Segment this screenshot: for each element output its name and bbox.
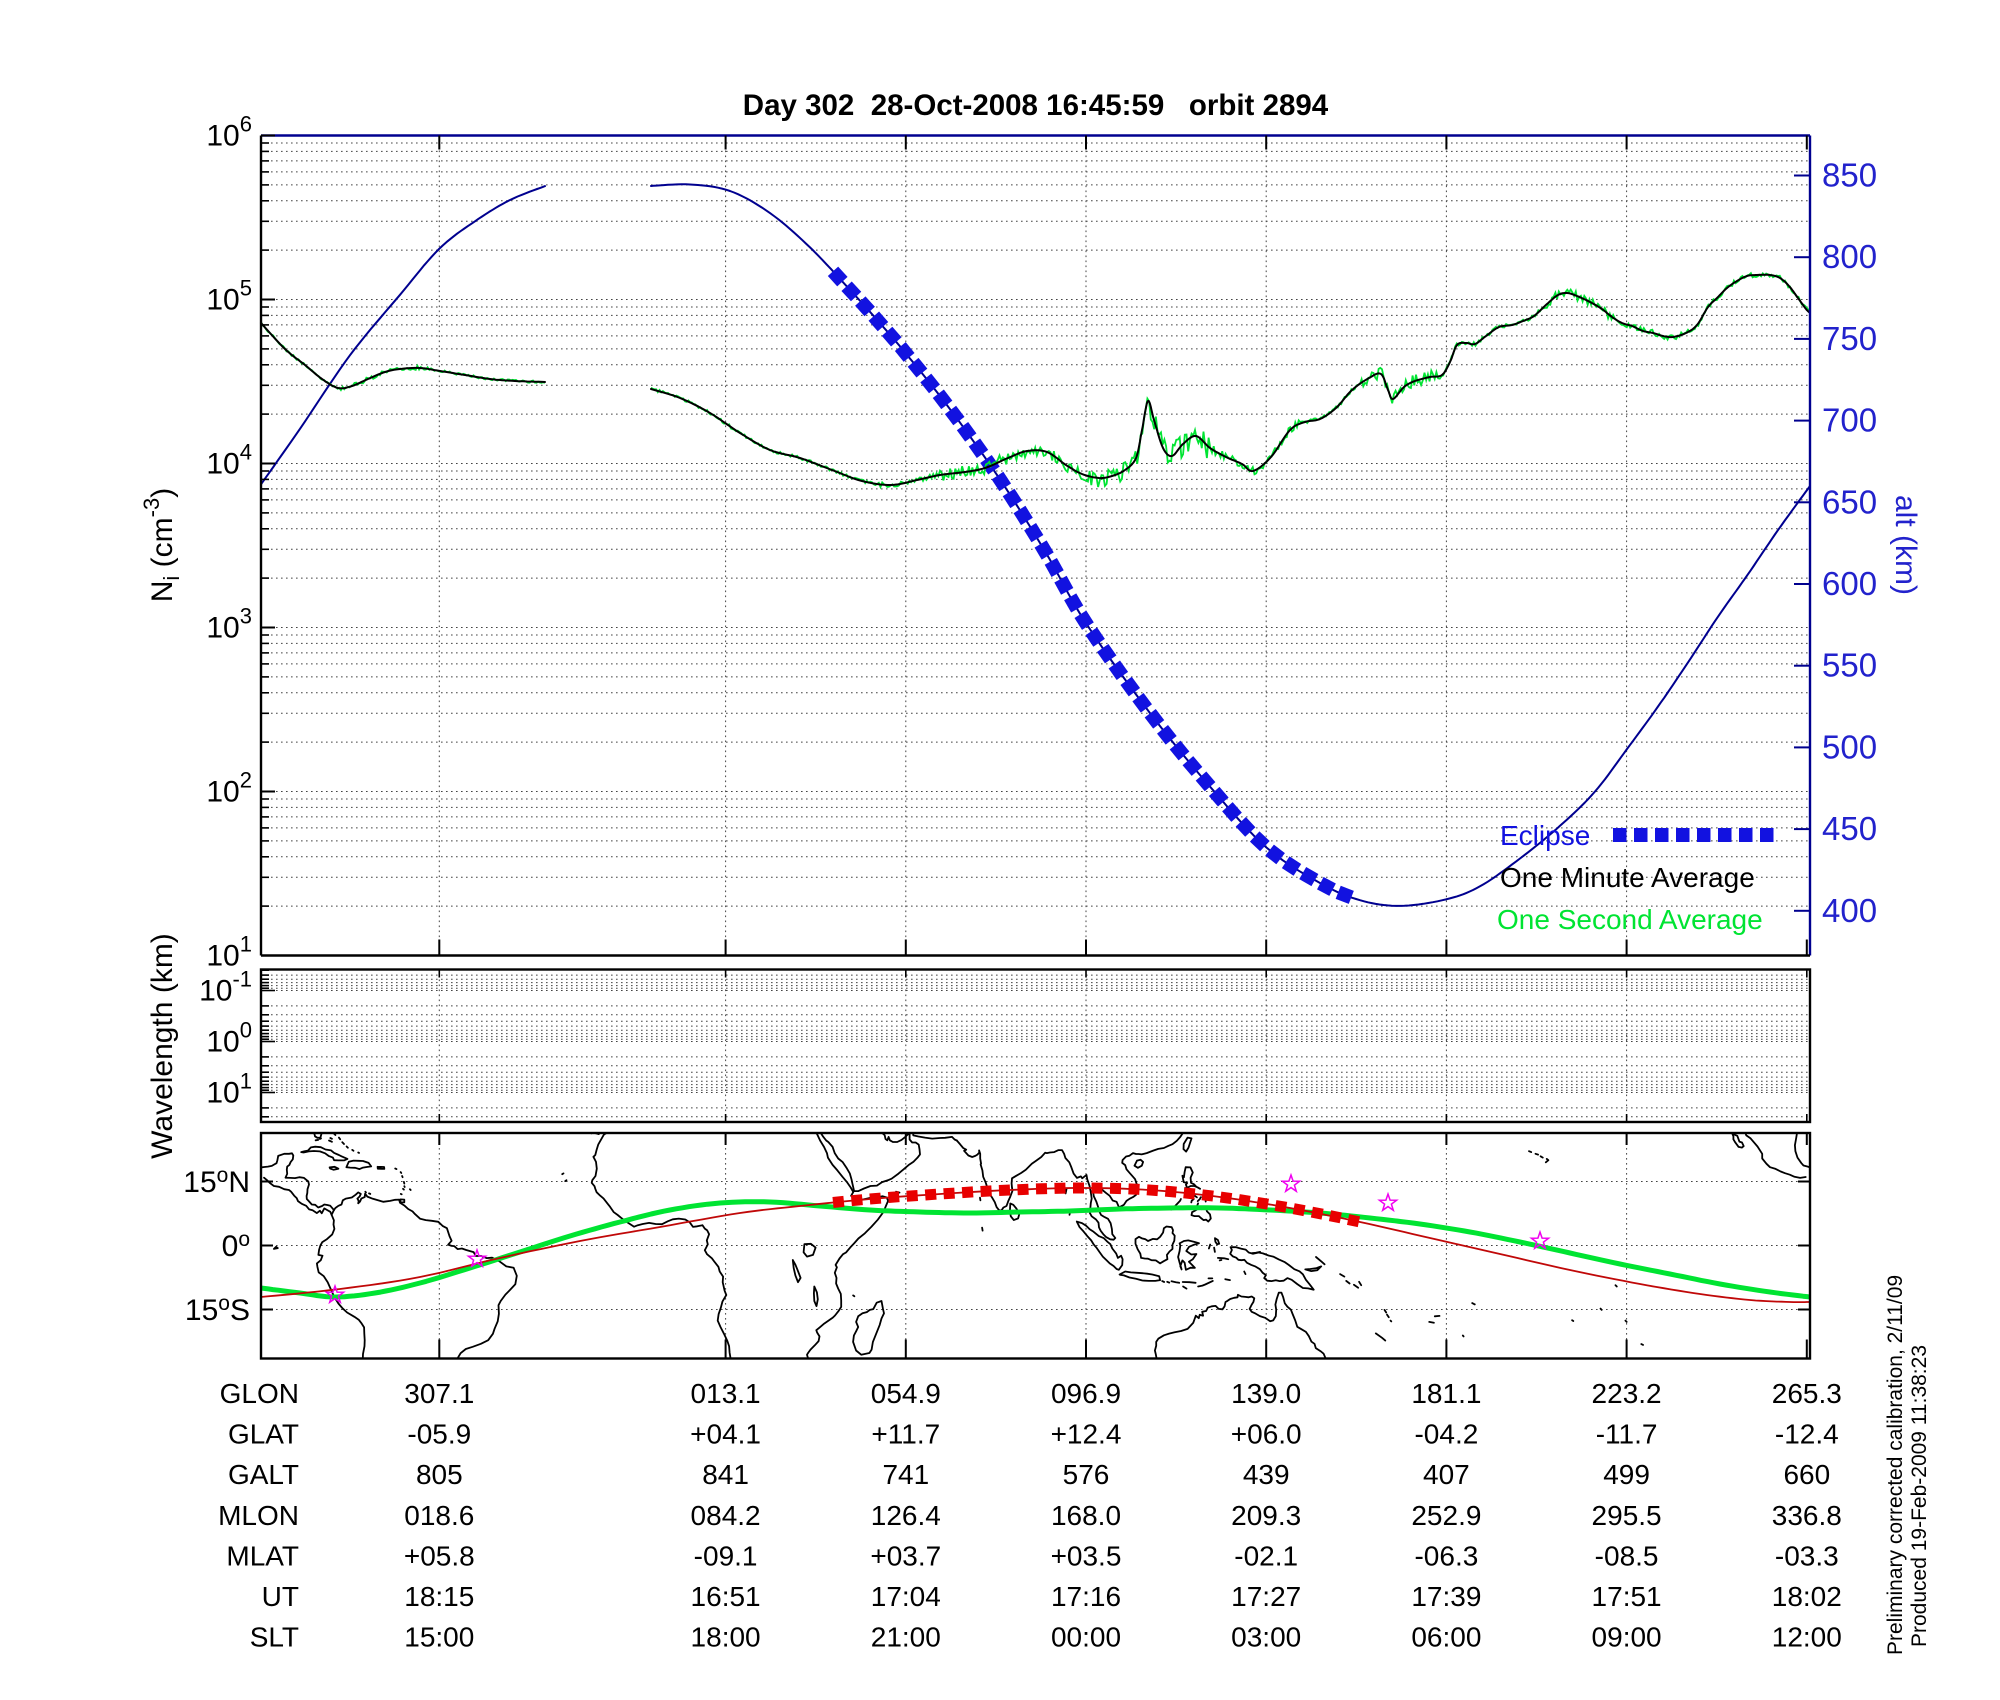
svg-text:223.2: 223.2 bbox=[1592, 1378, 1662, 1409]
svg-text:Ni (cm-3): Ni (cm-3) bbox=[139, 488, 184, 602]
svg-text:660: 660 bbox=[1783, 1459, 1830, 1490]
svg-text:499: 499 bbox=[1603, 1459, 1650, 1490]
svg-text:168.0: 168.0 bbox=[1051, 1500, 1121, 1531]
svg-text:21:00: 21:00 bbox=[871, 1622, 941, 1653]
svg-text:252.9: 252.9 bbox=[1411, 1500, 1481, 1531]
svg-text:17:51: 17:51 bbox=[1592, 1581, 1662, 1612]
svg-text:15oN: 15oN bbox=[183, 1164, 250, 1199]
svg-text:Day 302 28-Oct-2008 16:45:59: Day 302 28-Oct-2008 16:45:59 orbit 2894 bbox=[743, 89, 1329, 122]
svg-text:700: 700 bbox=[1822, 402, 1877, 439]
svg-text:15:00: 15:00 bbox=[404, 1622, 474, 1653]
svg-text:-09.1: -09.1 bbox=[694, 1540, 758, 1571]
svg-text:17:39: 17:39 bbox=[1411, 1581, 1481, 1612]
svg-text:-11.7: -11.7 bbox=[1596, 1419, 1658, 1450]
svg-text:SLT: SLT bbox=[250, 1622, 299, 1653]
svg-text:Wavelength (km): Wavelength (km) bbox=[146, 933, 179, 1159]
svg-text:16:51: 16:51 bbox=[691, 1581, 761, 1612]
svg-text:alt (km): alt (km) bbox=[1889, 495, 1922, 595]
svg-text:03:00: 03:00 bbox=[1231, 1622, 1301, 1653]
svg-text:407: 407 bbox=[1423, 1459, 1470, 1490]
svg-text:750: 750 bbox=[1822, 320, 1877, 357]
svg-text:+04.1: +04.1 bbox=[690, 1419, 761, 1450]
svg-text:MLON: MLON bbox=[218, 1500, 299, 1531]
svg-text:-04.2: -04.2 bbox=[1414, 1419, 1478, 1450]
svg-text:013.1: 013.1 bbox=[691, 1378, 761, 1409]
svg-text:741: 741 bbox=[882, 1459, 929, 1490]
svg-text:-12.4: -12.4 bbox=[1775, 1419, 1839, 1450]
svg-text:GLON: GLON bbox=[220, 1378, 299, 1409]
svg-text:MLAT: MLAT bbox=[226, 1540, 299, 1571]
svg-text:00:00: 00:00 bbox=[1051, 1622, 1121, 1653]
svg-text:-06.3: -06.3 bbox=[1414, 1540, 1478, 1571]
svg-text:400: 400 bbox=[1822, 892, 1877, 929]
svg-text:-03.3: -03.3 bbox=[1775, 1540, 1839, 1571]
svg-text:600: 600 bbox=[1822, 565, 1877, 602]
svg-text:09:00: 09:00 bbox=[1592, 1622, 1662, 1653]
svg-text:+03.7: +03.7 bbox=[870, 1540, 941, 1571]
svg-text:139.0: 139.0 bbox=[1231, 1378, 1301, 1409]
svg-text:576: 576 bbox=[1063, 1459, 1110, 1490]
svg-text:One Second Average: One Second Average bbox=[1497, 904, 1763, 935]
svg-text:One Minute Average: One Minute Average bbox=[1500, 862, 1755, 893]
svg-text:841: 841 bbox=[702, 1459, 749, 1490]
svg-text:850: 850 bbox=[1822, 157, 1877, 194]
svg-text:Eclipse: Eclipse bbox=[1500, 820, 1590, 851]
svg-text:18:15: 18:15 bbox=[404, 1581, 474, 1612]
svg-text:-08.5: -08.5 bbox=[1595, 1540, 1659, 1571]
svg-text:+03.5: +03.5 bbox=[1051, 1540, 1122, 1571]
svg-text:336.8: 336.8 bbox=[1772, 1500, 1842, 1531]
svg-text:12:00: 12:00 bbox=[1772, 1622, 1842, 1653]
svg-text:018.6: 018.6 bbox=[404, 1500, 474, 1531]
svg-text:Produced 19-Feb-2009 11:38:23: Produced 19-Feb-2009 11:38:23 bbox=[1908, 1345, 1931, 1647]
svg-text:550: 550 bbox=[1822, 647, 1877, 684]
svg-text:450: 450 bbox=[1822, 810, 1877, 847]
svg-text:+06.0: +06.0 bbox=[1231, 1419, 1302, 1450]
svg-text:-02.1: -02.1 bbox=[1234, 1540, 1298, 1571]
svg-text:265.3: 265.3 bbox=[1772, 1378, 1842, 1409]
svg-text:+05.8: +05.8 bbox=[404, 1540, 475, 1571]
svg-text:17:04: 17:04 bbox=[871, 1581, 941, 1612]
svg-text:096.9: 096.9 bbox=[1051, 1378, 1121, 1409]
svg-text:06:00: 06:00 bbox=[1411, 1622, 1481, 1653]
svg-text:Preliminary corrected calibrat: Preliminary corrected calibration, 2/11/… bbox=[1884, 1275, 1907, 1655]
svg-text:084.2: 084.2 bbox=[691, 1500, 761, 1531]
svg-text:15oS: 15oS bbox=[185, 1292, 250, 1327]
svg-text:-05.9: -05.9 bbox=[407, 1419, 471, 1450]
svg-text:054.9: 054.9 bbox=[871, 1378, 941, 1409]
svg-text:500: 500 bbox=[1822, 728, 1877, 765]
svg-text:17:27: 17:27 bbox=[1231, 1581, 1301, 1612]
svg-text:181.1: 181.1 bbox=[1411, 1378, 1481, 1409]
svg-text:126.4: 126.4 bbox=[871, 1500, 941, 1531]
svg-text:805: 805 bbox=[416, 1459, 463, 1490]
svg-text:18:00: 18:00 bbox=[691, 1622, 761, 1653]
svg-text:GALT: GALT bbox=[228, 1459, 299, 1490]
svg-text:+11.7: +11.7 bbox=[871, 1419, 940, 1450]
svg-text:650: 650 bbox=[1822, 483, 1877, 520]
svg-text:439: 439 bbox=[1243, 1459, 1290, 1490]
svg-text:UT: UT bbox=[262, 1581, 299, 1612]
svg-text:295.5: 295.5 bbox=[1592, 1500, 1662, 1531]
svg-text:GLAT: GLAT bbox=[228, 1419, 299, 1450]
svg-text:18:02: 18:02 bbox=[1772, 1581, 1842, 1612]
svg-text:17:16: 17:16 bbox=[1051, 1581, 1121, 1612]
svg-text:+12.4: +12.4 bbox=[1051, 1419, 1122, 1450]
svg-text:209.3: 209.3 bbox=[1231, 1500, 1301, 1531]
svg-text:800: 800 bbox=[1822, 238, 1877, 275]
svg-text:307.1: 307.1 bbox=[404, 1378, 474, 1409]
